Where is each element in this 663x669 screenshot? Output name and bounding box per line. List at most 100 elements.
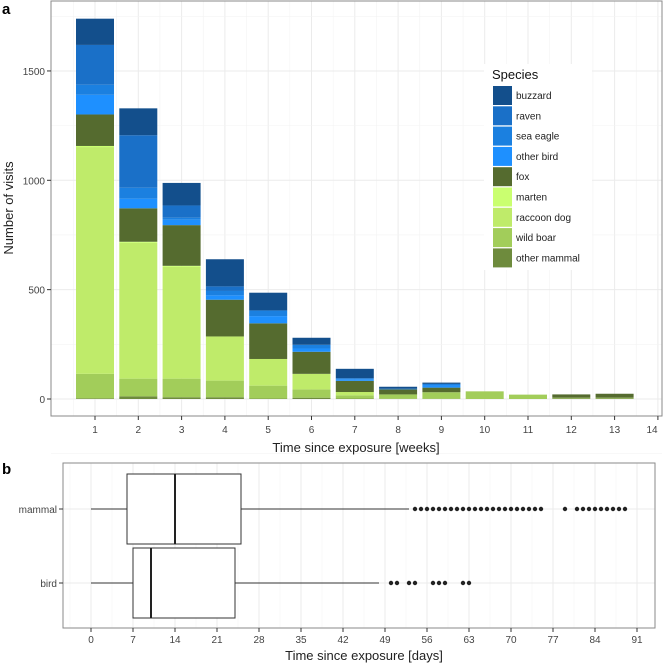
outlier-point bbox=[593, 507, 597, 511]
bar-segment-raccoon-dog bbox=[336, 392, 374, 395]
bar-segment-other-mammal bbox=[596, 398, 634, 399]
outlier-point bbox=[455, 507, 459, 511]
panel-label-a: a bbox=[2, 1, 11, 18]
bar-segment-buzzard bbox=[119, 108, 157, 135]
legend-label: other bird bbox=[516, 152, 558, 163]
outlier-point bbox=[395, 581, 399, 585]
bar-segment-fox bbox=[552, 394, 590, 397]
bar-segment-buzzard bbox=[206, 259, 244, 286]
bar-segment-fox bbox=[163, 225, 201, 266]
legend-key-wild-boar bbox=[493, 228, 512, 247]
bar-segment-raven bbox=[163, 205, 201, 217]
bar-segment-sea-eagle bbox=[249, 310, 287, 316]
bar-segment-buzzard bbox=[76, 19, 114, 45]
outlier-point bbox=[437, 581, 441, 585]
outlier-point bbox=[437, 507, 441, 511]
bar-segment-buzzard bbox=[163, 183, 201, 206]
legend-label: raven bbox=[516, 111, 541, 122]
outlier-point bbox=[467, 507, 471, 511]
legend-title: Species bbox=[492, 67, 539, 82]
outlier-point bbox=[407, 581, 411, 585]
legend-key-raven bbox=[493, 106, 512, 125]
x-tick-label: 49 bbox=[379, 635, 391, 646]
bar-segment-wild-boar bbox=[466, 391, 504, 399]
bar-segment-fox bbox=[76, 114, 114, 145]
x-tick-label: 84 bbox=[589, 635, 601, 646]
bar-segment-other-bird bbox=[293, 348, 331, 351]
x-axis-title: Time since exposure [weeks] bbox=[272, 440, 439, 455]
x-tick-label: 5 bbox=[265, 425, 271, 436]
bar-segment-buzzard bbox=[293, 338, 331, 345]
bar-segment-raccoon-dog bbox=[163, 267, 201, 379]
outlier-point bbox=[575, 507, 579, 511]
bar-segment-sea-eagle bbox=[163, 218, 201, 220]
outlier-point bbox=[467, 581, 471, 585]
bar-segment-marten bbox=[76, 146, 114, 147]
legend-key-sea-eagle bbox=[493, 127, 512, 146]
bar-segment-other-bird bbox=[249, 316, 287, 323]
bar-segment-buzzard bbox=[249, 293, 287, 311]
x-tick-label: 56 bbox=[421, 635, 433, 646]
bar-segment-other-mammal bbox=[552, 398, 590, 399]
bar-segment-marten bbox=[163, 266, 201, 267]
x-tick-label: 70 bbox=[505, 635, 517, 646]
bar-segment-wild-boar bbox=[552, 398, 590, 399]
x-tick-label: 13 bbox=[609, 425, 621, 436]
x-axis-title: Time since exposure [days] bbox=[285, 648, 443, 663]
outlier-point bbox=[599, 507, 603, 511]
bar-segment-other-mammal bbox=[293, 398, 331, 399]
bar-segment-wild-boar bbox=[509, 395, 547, 399]
bar-segment-raccoon-dog bbox=[206, 336, 244, 380]
bar-segment-raccoon-dog bbox=[249, 359, 287, 386]
x-tick-label: 3 bbox=[179, 425, 185, 436]
legend-label: raccoon dog bbox=[516, 213, 571, 224]
y-tick-label: 1000 bbox=[23, 176, 46, 187]
bar-segment-wild-boar bbox=[336, 395, 374, 398]
x-tick-label: 10 bbox=[479, 425, 491, 436]
bar-segment-sea-eagle bbox=[76, 85, 114, 95]
bar-segment-other-bird bbox=[206, 295, 244, 299]
outlier-point bbox=[617, 507, 621, 511]
y-tick-label: 0 bbox=[39, 395, 45, 406]
bar-segment-other-mammal bbox=[206, 397, 244, 399]
y-tick-label: 1500 bbox=[23, 67, 46, 78]
x-tick-label: 1 bbox=[92, 425, 98, 436]
bar-segment-wild-boar bbox=[422, 392, 460, 399]
outlier-point bbox=[413, 507, 417, 511]
bar-segment-marten bbox=[119, 242, 157, 243]
outlier-point bbox=[563, 507, 567, 511]
bar-segment-sea-eagle bbox=[293, 345, 331, 349]
x-tick-label: 0 bbox=[88, 635, 94, 646]
bar-segment-sea-eagle bbox=[336, 378, 374, 379]
bar-segment-fox bbox=[249, 323, 287, 359]
bar-segment-raven bbox=[76, 45, 114, 85]
outlier-point bbox=[527, 507, 531, 511]
bar-segment-fox bbox=[119, 208, 157, 241]
bar-segment-raccoon-dog bbox=[293, 374, 331, 390]
outlier-point bbox=[431, 581, 435, 585]
outlier-point bbox=[389, 581, 393, 585]
bar-segment-wild-boar bbox=[249, 386, 287, 399]
outlier-point bbox=[515, 507, 519, 511]
bar-segment-wild-boar bbox=[596, 398, 634, 399]
legend-label: wild boar bbox=[515, 233, 557, 244]
bar-segment-other-mammal bbox=[119, 396, 157, 399]
x-tick-label: 14 bbox=[646, 425, 658, 436]
bar-segment-raven bbox=[119, 135, 157, 187]
bar-segment-buzzard bbox=[422, 383, 460, 384]
y-axis-title: Number of visits bbox=[1, 161, 16, 255]
x-tick-label: 12 bbox=[566, 425, 578, 436]
bar-segment-other-bird bbox=[163, 220, 201, 225]
legend-label: fox bbox=[516, 172, 529, 183]
x-tick-label: 9 bbox=[439, 425, 445, 436]
bar-segment-fox bbox=[293, 352, 331, 374]
legend-key-marten bbox=[493, 188, 512, 207]
x-tick-label: 8 bbox=[395, 425, 401, 436]
bar-segment-fox bbox=[596, 394, 634, 398]
bar-segment-buzzard bbox=[379, 387, 417, 389]
outlier-point bbox=[485, 507, 489, 511]
